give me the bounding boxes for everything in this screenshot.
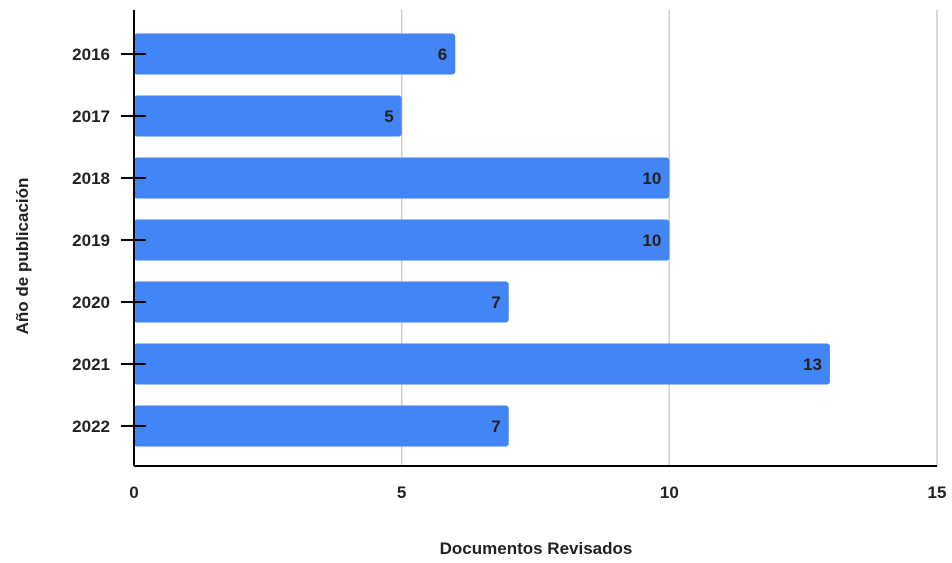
x-tick-label: 5 [397, 483, 406, 502]
data-label: 13 [803, 355, 822, 374]
bar-2018 [134, 157, 670, 199]
data-label: 10 [642, 169, 661, 188]
y-tick-label: 2017 [72, 107, 110, 126]
data-label: 6 [438, 45, 447, 64]
y-tick-label: 2021 [72, 355, 110, 374]
x-axis-title: Documentos Revisados [440, 539, 633, 558]
y-tick-label: 2018 [72, 169, 110, 188]
bar-2022 [134, 405, 509, 447]
data-label: 7 [491, 293, 500, 312]
x-tick-label: 0 [129, 483, 138, 502]
y-tick-label: 2022 [72, 417, 110, 436]
bar-2021 [134, 343, 830, 385]
y-axis-title: Año de publicación [13, 178, 32, 335]
bar-2020 [134, 281, 509, 323]
y-tick-label: 2020 [72, 293, 110, 312]
data-label: 5 [384, 107, 393, 126]
x-tick-label: 10 [660, 483, 679, 502]
bar-2016 [134, 33, 456, 75]
data-labels: 6 5 10 10 7 13 7 [384, 45, 822, 436]
x-tick-label: 15 [928, 483, 947, 502]
bars [134, 33, 830, 447]
data-label: 7 [491, 417, 500, 436]
axes [133, 10, 937, 467]
y-tick-label: 2016 [72, 45, 110, 64]
axis-ticks: 2016 2017 2018 2019 2020 2021 2022 0 5 10 15 [72, 45, 946, 502]
y-tick-label: 2019 [72, 231, 110, 250]
data-label: 10 [642, 231, 661, 250]
bar-2019 [134, 219, 670, 261]
bar-2017 [134, 95, 402, 137]
